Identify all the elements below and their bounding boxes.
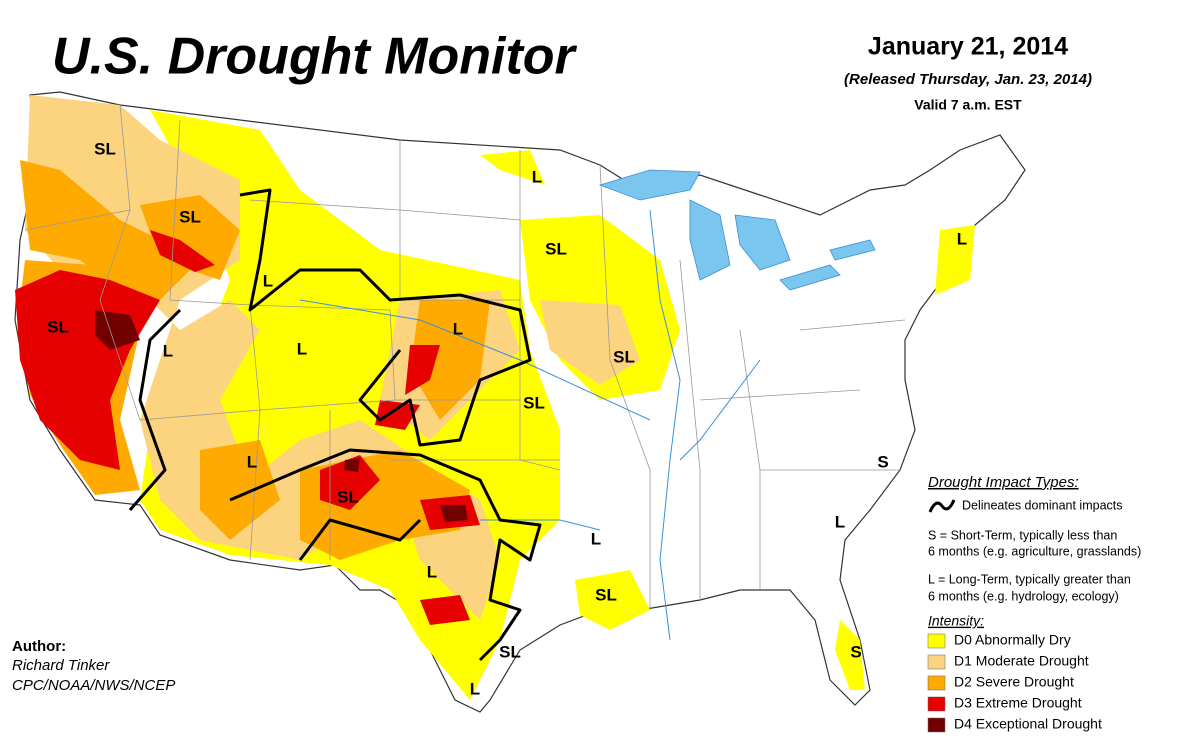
d0-area [480, 150, 545, 185]
impact-label: SL [523, 393, 545, 412]
d0-area [935, 225, 975, 295]
intensity-label: D1 Moderate Drought [954, 653, 1089, 669]
intensity-label: D2 Severe Drought [954, 674, 1074, 690]
title: U.S. Drought Monitor [52, 28, 578, 86]
d3-area [150, 230, 215, 272]
impact-label: L [163, 341, 173, 360]
intensity-swatch [927, 717, 946, 733]
short-term: 6 months (e.g. agriculture, grasslands) [928, 544, 1141, 558]
impact-label: L [470, 679, 480, 698]
intensity-label: D4 Exceptional Drought [954, 716, 1102, 732]
d2-area [20, 160, 200, 300]
released: (Released Thursday, Jan. 23, 2014) [844, 71, 1092, 88]
drought-areas [15, 95, 975, 700]
delineates: Delineates dominant impacts [962, 498, 1123, 512]
impact-label: SL [613, 347, 635, 366]
d2-area [140, 195, 240, 280]
valid-time: Valid 7 a.m. EST [914, 97, 1022, 113]
impact-label: L [453, 319, 463, 338]
date: January 21, 2014 [868, 33, 1068, 61]
long-term: 6 months (e.g. hydrology, ecology) [928, 589, 1119, 603]
impact-label: SL [499, 642, 521, 661]
impact-label: L [957, 229, 967, 248]
author-heading: Author: [12, 638, 66, 655]
impact-label: L [297, 339, 307, 358]
impact-label: SL [337, 487, 359, 506]
d4-area [440, 505, 468, 522]
intensity-label: D0 Abnormally Dry [954, 632, 1071, 648]
d3-area [375, 400, 420, 430]
intensity-swatch [927, 696, 946, 712]
impact-label: S [850, 642, 861, 661]
impact-label: L [591, 529, 601, 548]
great-lakes [598, 169, 876, 291]
impact-label: L [532, 167, 542, 186]
impact-label: S [877, 452, 888, 471]
d3-area [320, 455, 380, 510]
impact-boundaries [128, 188, 542, 662]
short-term: S = Short-Term, typically less than [928, 528, 1117, 542]
d3-area [405, 345, 440, 395]
intensity-heading: Intensity: [928, 613, 984, 629]
legend: Drought Impact Types: Delineates dominan… [927, 474, 1141, 733]
impact-label: SL [179, 207, 201, 226]
d0-area [835, 620, 865, 690]
impact-label: L [247, 452, 257, 471]
intensity-swatch [927, 633, 946, 649]
impact-label: L [427, 562, 437, 581]
boundary-icon [928, 499, 956, 513]
impact-label: L [835, 512, 845, 531]
d2-area [200, 440, 280, 540]
impact-label: SL [94, 139, 116, 158]
d0-area [575, 570, 650, 630]
d4-area [344, 458, 360, 472]
d3-area [420, 595, 470, 625]
author-org: CPC/NOAA/NWS/NCEP [12, 677, 175, 694]
impact-heading: Drought Impact Types: [928, 474, 1079, 491]
intensity-swatch [927, 675, 946, 691]
long-term: L = Long-Term, typically greater than [928, 572, 1131, 586]
d2-area [410, 300, 490, 420]
impact-labels: SL SL L L SL L SL L L L SL SL S L SL L L… [47, 139, 967, 698]
intensity-label: D3 Extreme Drought [954, 695, 1082, 711]
impact-label: L [263, 271, 273, 290]
d1-area [540, 300, 640, 385]
impact-label: SL [545, 239, 567, 258]
impact-label: SL [47, 317, 69, 336]
author-name: Richard Tinker [12, 657, 110, 674]
impact-label: SL [595, 585, 617, 604]
intensity-swatch [927, 654, 946, 670]
